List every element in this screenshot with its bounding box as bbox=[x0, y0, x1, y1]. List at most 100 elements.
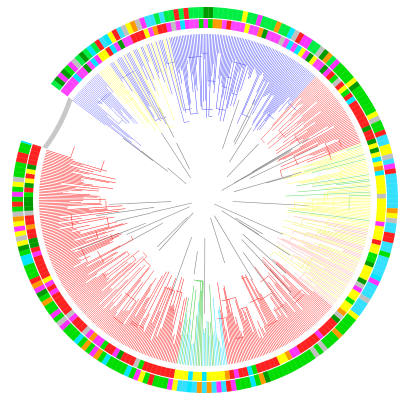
leaf-branch bbox=[312, 175, 370, 185]
inner-ring-segment bbox=[374, 170, 385, 177]
inner-ring-segment bbox=[225, 20, 232, 30]
inner-ring-segment bbox=[124, 353, 133, 365]
inner-ring-segment bbox=[173, 369, 180, 380]
internal-branch bbox=[241, 239, 292, 293]
leaf-branch bbox=[312, 257, 352, 279]
leaf-branch bbox=[351, 222, 370, 226]
inner-ring-segment bbox=[252, 26, 260, 36]
leaf-branch bbox=[79, 259, 137, 309]
outer-ring-segment bbox=[366, 110, 379, 121]
inner-ring-segment bbox=[168, 368, 176, 379]
outer-ring-segment bbox=[29, 275, 42, 285]
leaf-branch bbox=[142, 46, 149, 62]
outer-ring-segment bbox=[166, 378, 174, 391]
leaf-branch bbox=[223, 285, 242, 363]
inner-ring-segment bbox=[263, 360, 272, 371]
leaf-branch bbox=[98, 72, 126, 104]
inner-ring-segment bbox=[250, 364, 258, 375]
clade-arc bbox=[278, 130, 286, 138]
leaf-branch bbox=[170, 298, 185, 363]
leaf-branch bbox=[309, 294, 328, 313]
inner-ring-segment bbox=[49, 287, 60, 296]
inner-ring-segment bbox=[312, 58, 322, 69]
annotation-rings bbox=[12, 6, 398, 393]
internal-branch bbox=[229, 127, 252, 163]
leaf-branch bbox=[139, 322, 153, 353]
leaf-branch bbox=[272, 60, 296, 96]
inner-ring-segment bbox=[215, 371, 221, 381]
leaf-branch bbox=[260, 293, 290, 344]
outer-ring-segment bbox=[203, 6, 209, 19]
leaf-branch bbox=[311, 207, 371, 213]
leaf-branch bbox=[288, 210, 370, 221]
inner-ring-segment bbox=[121, 37, 130, 48]
outer-ring-segment bbox=[383, 231, 396, 239]
inner-ring-segment bbox=[224, 370, 231, 380]
inner-ring-segment bbox=[355, 112, 366, 121]
leaf-branch bbox=[286, 207, 371, 217]
inner-ring-segment bbox=[59, 302, 70, 312]
leaf-branch bbox=[68, 282, 87, 295]
leaf-branch bbox=[52, 239, 113, 266]
leaf-branch bbox=[290, 246, 351, 280]
leaf-branch bbox=[300, 171, 369, 184]
outer-ring-segment bbox=[70, 57, 83, 70]
outer-ring-segment bbox=[124, 22, 134, 35]
leaf-branch bbox=[266, 284, 304, 335]
leaf-branch bbox=[295, 204, 371, 210]
outer-ring-segment bbox=[225, 380, 232, 392]
leaf-branch bbox=[65, 251, 127, 291]
outer-ring-segment bbox=[101, 353, 112, 366]
leaf-branch bbox=[284, 304, 306, 333]
inner-ring-segment bbox=[46, 283, 57, 292]
leaf-branch bbox=[315, 201, 371, 204]
leaf-branch bbox=[86, 83, 113, 109]
inner-ring-segment bbox=[369, 247, 379, 255]
inner-ring-segment bbox=[129, 33, 138, 44]
inner-ring-segment bbox=[259, 361, 267, 372]
outer-ring-segment bbox=[339, 69, 351, 81]
internal-branch bbox=[108, 201, 172, 205]
outer-ring-segment bbox=[33, 284, 46, 294]
leaf-branch bbox=[235, 37, 242, 60]
inner-ring-segment bbox=[317, 326, 328, 337]
outer-ring-segment bbox=[15, 234, 28, 242]
leaf-branch bbox=[219, 340, 223, 366]
outer-ring-segment bbox=[183, 7, 190, 20]
outer-ring-segment bbox=[335, 65, 348, 78]
leaf-branch bbox=[217, 337, 221, 366]
inner-ring-segment bbox=[364, 260, 375, 268]
leaf-branch bbox=[104, 67, 126, 95]
leaf-branch bbox=[41, 222, 79, 230]
outer-ring-segment bbox=[348, 81, 361, 92]
leaf-branch bbox=[306, 222, 368, 237]
leaf-branch bbox=[333, 229, 367, 239]
outer-ring-segment bbox=[341, 316, 353, 328]
leaf-branch bbox=[325, 160, 367, 171]
leaf-branch bbox=[164, 292, 183, 362]
inner-ring-segment bbox=[25, 219, 35, 226]
leaf-branch bbox=[221, 35, 231, 87]
leaf-branch bbox=[94, 75, 138, 124]
outer-ring-segment bbox=[386, 207, 398, 214]
leaf-branch bbox=[302, 218, 368, 232]
internal-branch bbox=[96, 207, 155, 216]
outer-ring-segment bbox=[381, 240, 394, 249]
leaf-branch bbox=[317, 124, 354, 143]
leaf-branch bbox=[139, 47, 154, 81]
leaf-branch bbox=[260, 77, 318, 140]
internal-branch bbox=[221, 210, 260, 235]
leaf-branch bbox=[304, 271, 340, 298]
leaf-branch bbox=[255, 45, 266, 71]
leaf-branch bbox=[81, 262, 136, 312]
clade-arc bbox=[168, 125, 175, 129]
leaf-branch bbox=[314, 104, 341, 123]
inner-ring-segment bbox=[288, 348, 297, 359]
leaf-branch bbox=[82, 256, 144, 313]
leaf-branch bbox=[301, 91, 332, 117]
outer-ring-segment bbox=[259, 15, 268, 28]
outer-ring-segment bbox=[384, 168, 397, 175]
branches bbox=[38, 34, 371, 366]
leaf-branch bbox=[84, 85, 99, 99]
leaf-branch bbox=[320, 246, 360, 263]
